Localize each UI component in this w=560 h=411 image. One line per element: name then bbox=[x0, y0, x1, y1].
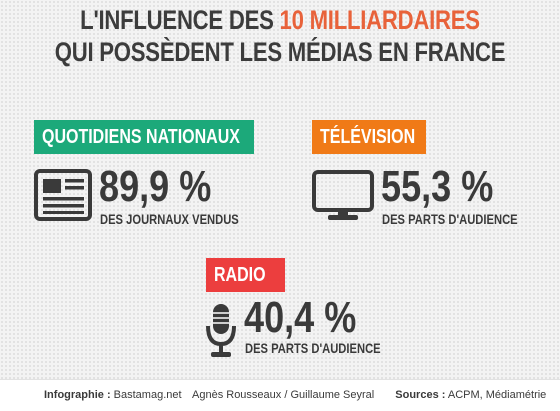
value-television: 55,3 % bbox=[381, 162, 494, 211]
footer: Infographie : Bastamag.net Agnès Roussea… bbox=[0, 379, 560, 411]
label-radio: RADIO bbox=[206, 258, 285, 292]
microphone-icon bbox=[206, 304, 236, 357]
caption-television: DES PARTS D'AUDIENCE bbox=[382, 211, 518, 227]
infographie-source: Bastamag.net bbox=[113, 389, 182, 401]
newspaper-icon bbox=[34, 169, 92, 221]
authors: Agnès Rousseaux / Guillaume Seyral bbox=[192, 389, 375, 401]
footer-credits: Infographie : Bastamag.net Agnès Roussea… bbox=[44, 380, 546, 411]
title-line-2: QUI POSSÈDENT LES MÉDIAS EN FRANCE bbox=[54, 37, 506, 67]
value-quotidiens: 89,9 % bbox=[99, 162, 212, 211]
caption-quotidiens: DES JOURNAUX VENDUS bbox=[100, 211, 239, 227]
sources: ACPM, Médiamétrie bbox=[447, 389, 547, 401]
tv-icon bbox=[312, 170, 374, 220]
title-highlight: 10 MILLIARDAIRES bbox=[279, 5, 481, 35]
caption-radio: DES PARTS D'AUDIENCE bbox=[245, 340, 381, 356]
sources-label: Sources : bbox=[395, 389, 446, 401]
label-radio-text: RADIO bbox=[214, 264, 266, 286]
label-quotidiens-text: QUOTIDIENS NATIONAUX bbox=[42, 126, 240, 148]
title-text: L'INFLUENCE DES bbox=[80, 5, 280, 35]
label-quotidiens: QUOTIDIENS NATIONAUX bbox=[34, 120, 254, 154]
label-television-text: TÉLÉVISION bbox=[320, 126, 416, 148]
title-line-1: L'INFLUENCE DES 10 MILLIARDAIRES bbox=[50, 5, 509, 35]
infographie-label: Infographie : bbox=[44, 389, 111, 401]
value-radio: 40,4 % bbox=[244, 293, 357, 342]
label-television: TÉLÉVISION bbox=[312, 120, 426, 154]
